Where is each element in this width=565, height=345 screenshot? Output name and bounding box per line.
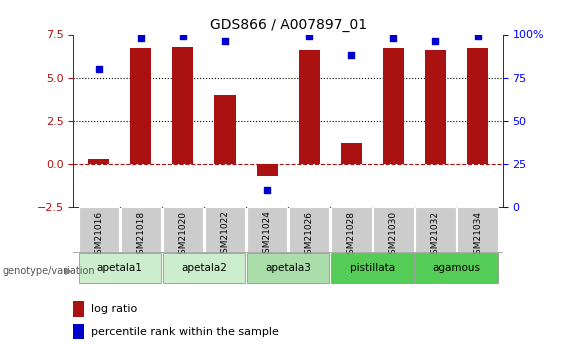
Point	[94, 66, 103, 72]
Bar	[247, 207, 288, 252]
Bar	[257, 164, 277, 176]
Text: GSM21020: GSM21020	[179, 210, 188, 259]
Text: apetala1: apetala1	[97, 263, 143, 273]
Text: GSM21032: GSM21032	[431, 210, 440, 259]
Text: log ratio: log ratio	[90, 304, 137, 314]
Bar	[172, 47, 193, 164]
Bar	[458, 207, 498, 252]
Bar	[205, 207, 245, 252]
Bar	[425, 50, 446, 164]
Text: percentile rank within the sample: percentile rank within the sample	[90, 327, 279, 337]
Point	[431, 39, 440, 44]
Bar	[120, 207, 161, 252]
Bar	[131, 48, 151, 164]
Bar	[163, 254, 245, 283]
Point	[389, 35, 398, 41]
Text: pistillata: pistillata	[350, 263, 395, 273]
Bar	[88, 159, 109, 164]
Point	[263, 187, 272, 193]
Bar	[79, 254, 161, 283]
Text: agamous: agamous	[433, 263, 481, 273]
Bar	[215, 95, 236, 164]
Text: GSM21030: GSM21030	[389, 210, 398, 260]
Text: genotype/variation: genotype/variation	[3, 266, 95, 276]
Bar	[331, 207, 372, 252]
Point	[220, 39, 229, 44]
Bar	[247, 254, 329, 283]
Text: GSM21034: GSM21034	[473, 210, 482, 259]
Bar	[415, 207, 456, 252]
Bar	[289, 207, 329, 252]
Text: GSM21028: GSM21028	[347, 210, 356, 259]
Text: apetala3: apetala3	[265, 263, 311, 273]
Point	[347, 52, 356, 58]
Bar	[299, 50, 320, 164]
Text: GSM21022: GSM21022	[220, 210, 229, 259]
Text: apetala2: apetala2	[181, 263, 227, 273]
Point	[179, 33, 188, 39]
Bar	[415, 254, 498, 283]
Point	[473, 33, 482, 39]
Point	[136, 35, 145, 41]
Bar	[73, 301, 84, 317]
Bar	[373, 207, 414, 252]
Bar	[341, 143, 362, 164]
Point	[305, 33, 314, 39]
Bar	[383, 48, 404, 164]
Title: GDS866 / A007897_01: GDS866 / A007897_01	[210, 18, 367, 32]
Text: GSM21016: GSM21016	[94, 210, 103, 260]
Text: ▶: ▶	[65, 266, 72, 276]
Text: GSM21018: GSM21018	[136, 210, 145, 260]
Bar	[467, 48, 488, 164]
Bar	[163, 207, 203, 252]
Bar	[331, 254, 414, 283]
Bar	[73, 324, 84, 339]
Text: GSM21026: GSM21026	[305, 210, 314, 259]
Text: GSM21024: GSM21024	[263, 210, 272, 259]
Bar	[79, 207, 119, 252]
